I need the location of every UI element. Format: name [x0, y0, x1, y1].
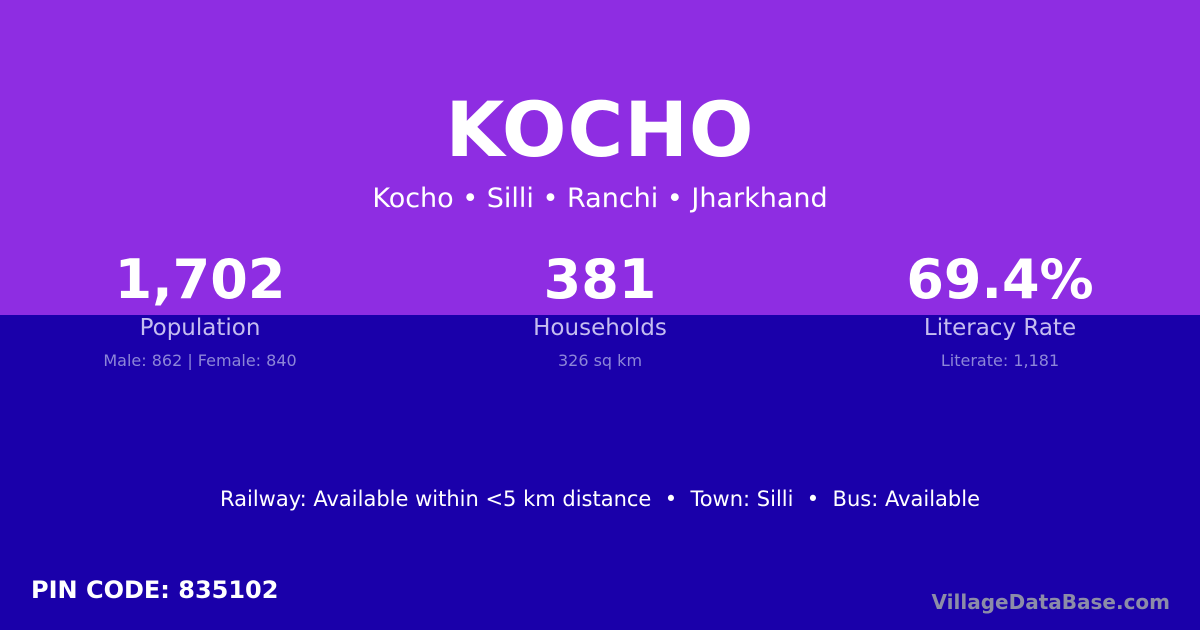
stat-literacy: 69.4% Literacy Rate Literate: 1,181 — [800, 248, 1200, 370]
stat-label: Households — [533, 315, 667, 341]
stat-value: 381 — [543, 248, 657, 311]
stat-detail: Male: 862 | Female: 840 — [103, 351, 297, 370]
stat-label: Population — [139, 315, 261, 341]
stat-label: Literacy Rate — [923, 315, 1077, 341]
pin-code: PIN CODE: 835102 — [31, 576, 279, 604]
brand-logo: VillageDataBase.com — [931, 590, 1170, 614]
connectivity-info: Railway: Available within <5 km distance… — [219, 487, 981, 511]
stat-detail: 326 sq km — [557, 351, 643, 370]
stat-value: 69.4% — [906, 248, 1094, 311]
header-band — [0, 0, 1200, 315]
stat-value: 1,702 — [114, 248, 286, 311]
stat-detail: Literate: 1,181 — [940, 351, 1060, 370]
stat-population: 1,702 Population Male: 862 | Female: 840 — [0, 248, 400, 370]
breadcrumb: Kocho • Silli • Ranchi • Jharkhand — [372, 183, 828, 214]
village-title: KOCHO — [445, 85, 755, 174]
stat-households: 381 Households 326 sq km — [400, 248, 800, 370]
